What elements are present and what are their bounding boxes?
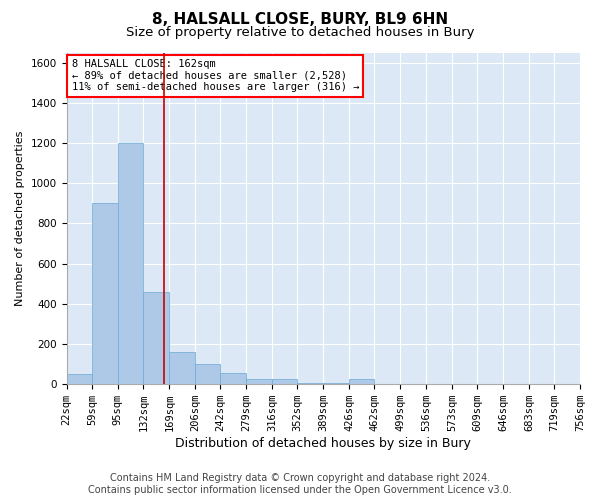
Text: 8, HALSALL CLOSE, BURY, BL9 6HN: 8, HALSALL CLOSE, BURY, BL9 6HN bbox=[152, 12, 448, 28]
Text: Contains HM Land Registry data © Crown copyright and database right 2024.
Contai: Contains HM Land Registry data © Crown c… bbox=[88, 474, 512, 495]
Bar bbox=[349, 379, 374, 384]
Bar bbox=[67, 374, 92, 384]
Text: Size of property relative to detached houses in Bury: Size of property relative to detached ho… bbox=[126, 26, 474, 39]
Bar bbox=[323, 383, 349, 384]
Bar bbox=[118, 143, 143, 384]
Bar bbox=[272, 379, 298, 384]
Text: 8 HALSALL CLOSE: 162sqm
← 89% of detached houses are smaller (2,528)
11% of semi: 8 HALSALL CLOSE: 162sqm ← 89% of detache… bbox=[71, 59, 359, 92]
Bar bbox=[247, 379, 272, 384]
Y-axis label: Number of detached properties: Number of detached properties bbox=[15, 130, 25, 306]
Bar bbox=[220, 373, 247, 384]
Bar bbox=[143, 292, 169, 384]
Bar bbox=[195, 364, 220, 384]
X-axis label: Distribution of detached houses by size in Bury: Distribution of detached houses by size … bbox=[175, 437, 471, 450]
Bar bbox=[169, 352, 195, 384]
Bar bbox=[92, 204, 118, 384]
Bar bbox=[298, 383, 323, 384]
